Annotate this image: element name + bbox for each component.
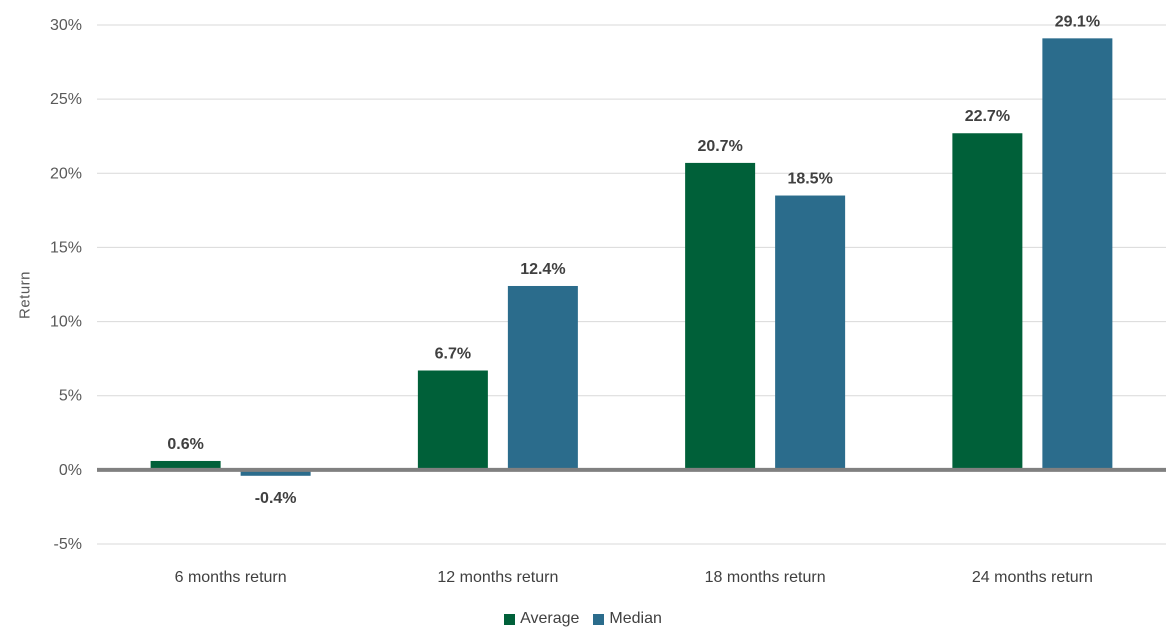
legend: Average Median	[0, 610, 1166, 628]
x-tick-label: 24 months return	[972, 569, 1093, 586]
bar-median	[775, 195, 846, 470]
y-tick-label: 20%	[50, 165, 82, 182]
data-label-median: -0.4%	[255, 490, 297, 507]
y-axis-title: Return	[16, 270, 34, 320]
bar-median	[240, 469, 311, 476]
bar-average	[150, 460, 221, 470]
data-label-average: 6.7%	[435, 346, 471, 363]
data-label-median: 29.1%	[1055, 13, 1100, 30]
bar-average	[952, 133, 1023, 470]
legend-swatch-average	[504, 613, 516, 625]
data-label-average: 22.7%	[965, 108, 1010, 125]
y-tick-label: -5%	[54, 536, 82, 553]
y-tick-label: 0%	[59, 462, 82, 479]
y-tick-label: 25%	[50, 91, 82, 108]
bar-median	[507, 285, 578, 470]
data-label-median: 12.4%	[520, 261, 565, 278]
legend-label-average: Average	[520, 610, 580, 627]
data-label-median: 18.5%	[787, 171, 832, 188]
data-label-average: 20.7%	[697, 138, 742, 155]
x-tick-label: 6 months return	[175, 569, 287, 586]
x-tick-label: 18 months return	[705, 569, 826, 586]
y-tick-label: 30%	[50, 17, 82, 34]
y-tick-label: 5%	[59, 388, 82, 405]
bar-average	[685, 162, 756, 470]
data-label-average: 0.6%	[167, 436, 203, 453]
bar-median	[1042, 38, 1113, 470]
legend-swatch-median	[593, 613, 605, 625]
legend-label-median: Median	[609, 610, 662, 627]
y-tick-label: 15%	[50, 239, 82, 256]
bar-average	[417, 370, 488, 470]
y-tick-label: 10%	[50, 314, 82, 331]
legend-item-median: Median	[593, 610, 662, 628]
legend-item-average: Average	[504, 610, 579, 628]
x-tick-label: 12 months return	[437, 569, 558, 586]
